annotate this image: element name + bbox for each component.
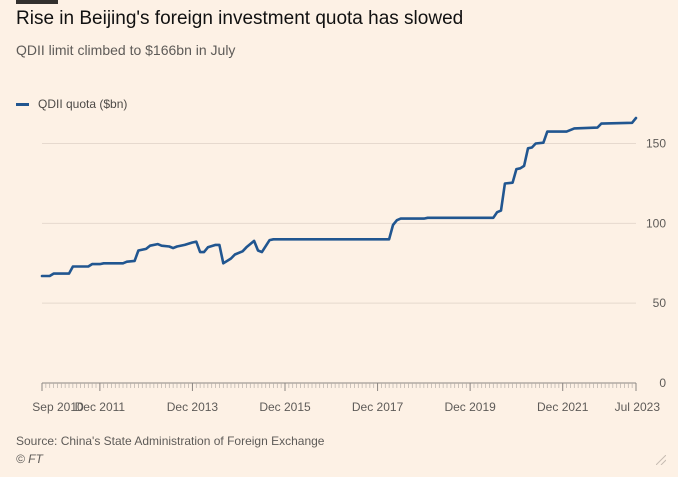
- y-tick-label-0: 0: [659, 376, 666, 390]
- x-tick-label-2: Dec 2013: [167, 400, 219, 414]
- y-tick-label-50: 50: [653, 296, 667, 310]
- ft-top-rule: [16, 0, 58, 4]
- x-tick-label-6: Dec 2021: [537, 400, 589, 414]
- resize-handle-icon[interactable]: [656, 455, 666, 465]
- legend-label: QDII quota ($bn): [38, 97, 128, 111]
- ft-credit: © FT: [16, 452, 43, 466]
- chart-subtitle: QDII limit climbed to $166bn in July: [16, 42, 236, 58]
- x-tick-label-7: Jul 2023: [615, 400, 661, 414]
- source-note: Source: China's State Administration of …: [16, 434, 325, 448]
- x-tick-label-4: Dec 2017: [352, 400, 404, 414]
- x-tick-label-1: Dec 2011: [75, 400, 126, 414]
- x-tick-label-5: Dec 2019: [444, 400, 496, 414]
- y-tick-label-100: 100: [646, 216, 666, 230]
- legend-swatch: [16, 102, 29, 106]
- x-tick-label-3: Dec 2015: [259, 400, 311, 414]
- legend: QDII quota ($bn): [16, 97, 127, 111]
- chart-title: Rise in Beijing's foreign investment quo…: [16, 8, 464, 29]
- x-tick-label-0: Sep 2010: [32, 400, 84, 414]
- y-tick-label-150: 150: [646, 137, 666, 151]
- series-line-0: [40, 116, 638, 278]
